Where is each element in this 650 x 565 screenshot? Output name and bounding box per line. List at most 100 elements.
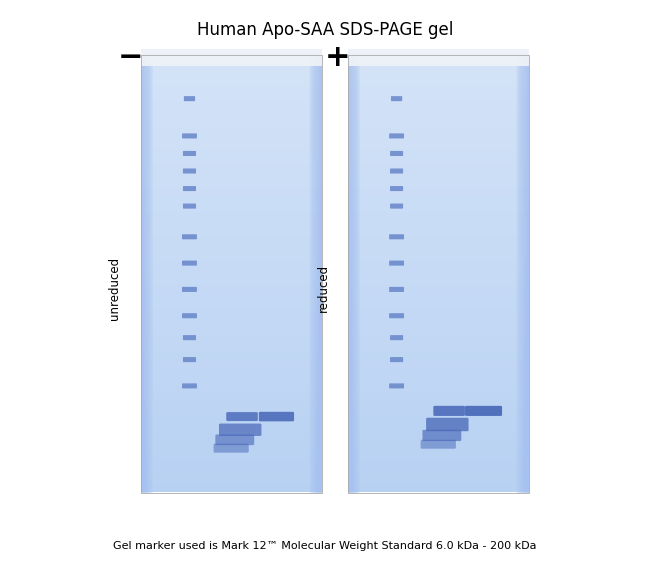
Bar [348, 55, 359, 493]
Bar [140, 450, 322, 453]
Bar [140, 236, 322, 237]
FancyBboxPatch shape [426, 418, 469, 431]
Bar [140, 458, 322, 460]
Bar [348, 124, 529, 127]
Bar [140, 433, 322, 435]
Bar [140, 250, 322, 252]
Bar [140, 123, 322, 125]
Bar [140, 106, 322, 107]
Bar [140, 107, 322, 109]
Bar [348, 225, 529, 227]
Bar [140, 434, 322, 436]
Bar [140, 471, 322, 473]
Bar [348, 198, 529, 199]
FancyBboxPatch shape [390, 151, 403, 156]
Bar [348, 249, 529, 251]
Bar [140, 152, 322, 154]
Bar [348, 111, 529, 113]
Bar [140, 440, 322, 442]
Bar [348, 132, 529, 134]
Bar [140, 55, 143, 493]
Bar [348, 410, 529, 411]
Text: Gel marker used is Mark 12™ Molecular Weight Standard 6.0 kDa - 200 kDa: Gel marker used is Mark 12™ Molecular We… [113, 541, 537, 551]
Bar [140, 104, 322, 106]
Bar [348, 485, 529, 488]
Bar [140, 154, 322, 156]
Bar [526, 55, 529, 493]
Bar [140, 136, 322, 138]
Bar [348, 428, 529, 431]
Bar [348, 340, 529, 341]
Bar [140, 353, 322, 354]
FancyBboxPatch shape [182, 384, 197, 388]
Bar [348, 300, 529, 302]
Bar [348, 127, 529, 129]
Bar [140, 97, 322, 99]
Bar [348, 438, 529, 441]
Bar [348, 306, 529, 308]
Bar [140, 376, 322, 378]
Bar [348, 440, 529, 442]
Bar [140, 259, 322, 261]
Bar [348, 112, 529, 115]
Bar [348, 478, 529, 480]
Bar [348, 158, 529, 160]
Bar [348, 434, 529, 436]
Bar [140, 354, 322, 356]
Bar [348, 55, 355, 493]
FancyBboxPatch shape [389, 133, 404, 138]
Bar [348, 55, 356, 493]
Bar [140, 168, 322, 170]
Bar [140, 55, 153, 493]
Bar [348, 263, 529, 266]
FancyBboxPatch shape [389, 287, 404, 292]
Bar [348, 181, 529, 184]
Text: −: − [118, 43, 144, 72]
Bar [348, 174, 529, 176]
Bar [348, 179, 529, 180]
Bar [140, 446, 322, 448]
Bar [140, 254, 322, 257]
Bar [140, 69, 322, 71]
Bar [348, 121, 529, 124]
Bar [348, 291, 529, 293]
Bar [140, 467, 322, 468]
Bar [348, 72, 529, 74]
Bar [518, 55, 529, 493]
Bar [348, 411, 529, 413]
Bar [348, 237, 529, 239]
Bar [348, 284, 529, 286]
Bar [348, 388, 529, 389]
Bar [140, 318, 322, 319]
Bar [348, 229, 529, 232]
Bar [348, 231, 529, 233]
Bar [140, 272, 322, 274]
Bar [140, 127, 322, 129]
Bar [526, 55, 529, 493]
Bar [140, 91, 322, 93]
Bar [348, 76, 529, 78]
Bar [140, 316, 322, 318]
Bar [348, 338, 529, 340]
Bar [140, 383, 322, 385]
Bar [140, 55, 148, 493]
Bar [140, 398, 322, 400]
Bar [348, 321, 529, 324]
Bar [140, 149, 322, 151]
Bar [140, 344, 322, 346]
Bar [348, 360, 529, 362]
Bar [348, 375, 529, 376]
Bar [348, 194, 529, 197]
Bar [140, 389, 322, 391]
Bar [348, 77, 529, 80]
Bar [348, 155, 529, 157]
Bar [348, 55, 357, 493]
Bar [140, 55, 150, 493]
Bar [140, 94, 322, 95]
Bar [140, 424, 322, 426]
Bar [348, 110, 529, 112]
Bar [140, 375, 322, 376]
Bar [348, 209, 529, 211]
Bar [140, 438, 322, 441]
Bar [348, 159, 529, 162]
